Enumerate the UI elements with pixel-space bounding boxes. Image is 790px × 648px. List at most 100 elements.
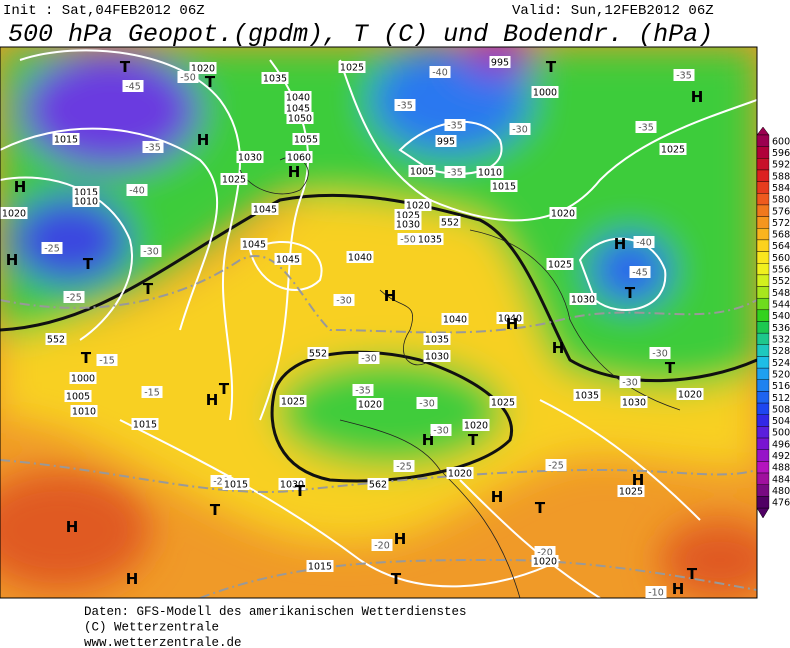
label-box [52,133,80,145]
label-box [126,184,148,196]
colorbar-swatch [756,146,770,159]
pressure-centre-letter: H [197,131,210,149]
colorbar-swatch [756,379,770,392]
colorbar-swatch [756,309,770,322]
contour-label: -45 [125,82,141,93]
contour-label: -40 [432,68,448,79]
label-box [63,291,85,303]
colorbar-swatch [756,263,770,276]
contour-label: 1020 [191,64,215,75]
label-box [307,347,329,359]
label-box [142,141,164,153]
contour-label: 1030 [571,295,595,306]
label-box [629,266,651,278]
label-box [394,218,422,230]
contour-label: 1035 [575,391,599,402]
label-box [278,478,306,490]
label-box [70,405,98,417]
pressure-centre-letter: T [205,73,216,91]
pressure-centre-letter: T [625,284,636,302]
label-box [306,560,334,572]
colorbar-swatch [756,461,770,474]
contour-label: 1015 [308,562,332,573]
colorbar-swatch [756,402,770,415]
contour-label: 1010 [72,407,96,418]
label-box [446,467,474,479]
contour-label: 1025 [619,487,643,498]
label-box [69,372,97,384]
label-box [496,312,524,324]
label-box [261,72,289,84]
contour-label: -30 [143,247,159,258]
contour-label: 1045 [276,255,300,266]
colorbar-label: 512 [772,393,790,404]
colorbar-label: 492 [772,451,790,462]
colorbar-swatch [756,356,770,369]
colorbar-label: 564 [772,241,790,252]
pressure-centre-letter: T [468,431,479,449]
label-box [140,245,162,257]
contour-label: 1045 [253,205,277,216]
contour-label: -35 [447,168,463,179]
init-time: Init : Sat,04FEB2012 06Z [3,3,205,19]
contour-label: 1020 [533,557,557,568]
contour-label: -30 [652,349,668,360]
label-box [356,398,384,410]
pressure-centre-letter: H [552,339,565,357]
label-box [367,478,389,490]
colorbar-label: 600 [772,136,790,147]
label-box [251,203,279,215]
label-box [274,253,302,265]
colorbar-label: 596 [772,148,790,159]
colorbar-swatch [756,251,770,264]
contour-label: -20 [537,548,553,559]
contour-label: 1020 [358,400,382,411]
pressure-centre-letter: T [210,501,221,519]
contour-label: 1025 [491,398,515,409]
pressure-centre-letter: H [506,315,519,333]
contour-label: 552 [441,218,459,229]
label-box [416,397,438,409]
contour-label: 1005 [66,392,90,403]
pressure-centre-letter: T [665,359,676,377]
label-box [659,143,687,155]
label-box [236,151,264,163]
contour-label: -15 [99,356,115,367]
colorbar-swatch [756,449,770,462]
label-box [635,121,657,133]
contour-label: -35 [397,101,413,112]
pressure-centre-letter: H [66,518,79,536]
contour-label: -35 [447,121,463,132]
contour-label: -50 [400,235,416,246]
colorbar-label: 552 [772,276,790,287]
colorbar-swatch [756,286,770,299]
contour-label: 1015 [133,420,157,431]
pressure-centre-letter: H [672,580,685,598]
label-box [429,66,451,78]
contour-label: 1025 [396,211,420,222]
colorbar-swatch [756,391,770,404]
pressure-centre-letter: H [614,235,627,253]
pressure-centre-letter: T [687,565,698,583]
contour-label: 1035 [425,335,449,346]
label-box [416,233,444,245]
contour-label: 1030 [622,398,646,409]
label-box [286,112,314,124]
label-box [619,376,641,388]
contour-label: -10 [648,588,664,599]
label-box [96,354,118,366]
colorbar-label: 584 [772,183,790,194]
colorbar-label: 548 [772,288,790,299]
contour-label: 1030 [425,352,449,363]
contour-label: -25 [396,462,412,473]
label-box [338,61,366,73]
label-box [333,294,355,306]
colorbar-swatch [756,216,770,229]
pressure-centre-letter: H [691,88,704,106]
label-box [177,71,199,83]
contour-label: 1045 [242,240,266,251]
contour-label: -15 [144,388,160,399]
label-box [284,102,312,114]
colorbar-label: 504 [772,416,790,427]
